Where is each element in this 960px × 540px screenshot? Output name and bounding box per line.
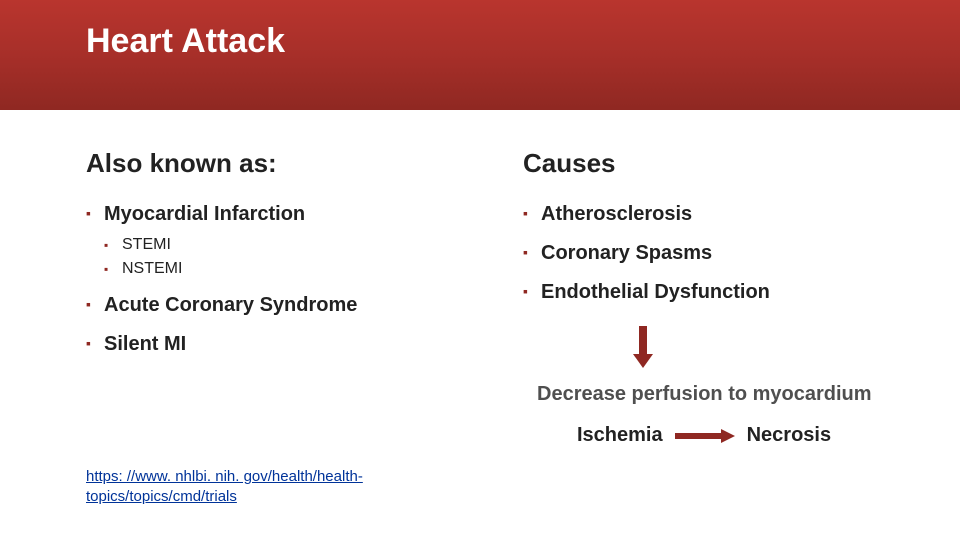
slide-body: Also known as: Myocardial Infarction STE… <box>0 110 960 447</box>
source-link-line1: https: //www. nhlbi. nih. gov/health/hea… <box>86 468 363 485</box>
aka-item-acs: Acute Coronary Syndrome <box>86 294 483 317</box>
right-column: Causes Atherosclerosis Coronary Spasms E… <box>523 148 920 447</box>
aka-item-label: Myocardial Infarction <box>104 203 305 225</box>
slide-title: Heart Attack <box>86 22 960 61</box>
flow-row: Ischemia Necrosis <box>523 424 920 447</box>
mi-sub-nstemi: NSTEMI <box>104 260 483 278</box>
source-link[interactable]: https: //www. nhlbi. nih. gov/health/hea… <box>86 467 363 506</box>
aka-item-mi: Myocardial Infarction STEMI NSTEMI <box>86 203 483 278</box>
left-heading: Also known as: <box>86 148 483 179</box>
flow-to: Necrosis <box>747 424 832 447</box>
result-text: Decrease perfusion to myocardium <box>523 383 920 406</box>
source-link-line2: topics/topics/cmd/trials <box>86 488 237 505</box>
arrow-right-icon <box>675 429 735 443</box>
cause-athero: Atherosclerosis <box>523 203 920 226</box>
aka-list: Myocardial Infarction STEMI NSTEMI Acute… <box>86 203 483 356</box>
cause-spasm: Coronary Spasms <box>523 242 920 265</box>
slide-header: Heart Attack <box>0 0 960 110</box>
flow-from: Ischemia <box>577 424 663 447</box>
mi-sub-stemi: STEMI <box>104 236 483 254</box>
left-column: Also known as: Myocardial Infarction STE… <box>86 148 483 447</box>
cause-endo: Endothelial Dysfunction <box>523 281 920 304</box>
aka-item-silent: Silent MI <box>86 333 483 356</box>
arrow-down-icon <box>633 326 653 368</box>
right-heading: Causes <box>523 148 920 179</box>
causes-list: Atherosclerosis Coronary Spasms Endothel… <box>523 203 920 304</box>
mi-sublist: STEMI NSTEMI <box>104 236 483 278</box>
